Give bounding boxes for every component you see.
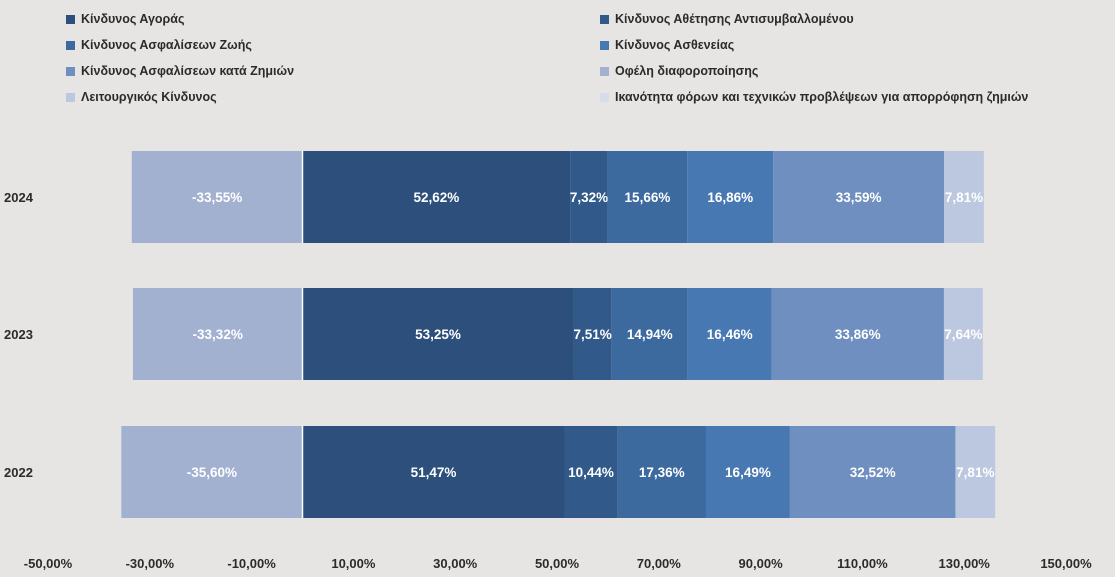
data-label: 7,51% xyxy=(574,327,612,342)
legend-label: Κίνδυνος Ασφαλίσεων Ζωής xyxy=(81,38,252,52)
legend-item: Ικανότητα φόρων και τεχνικών προβλέψεων … xyxy=(600,90,1028,104)
data-label: 7,32% xyxy=(570,190,608,205)
bar-segment xyxy=(573,288,612,380)
data-label: -35,60% xyxy=(187,465,237,480)
legend-swatch xyxy=(600,14,609,24)
bar-segment xyxy=(570,151,608,243)
legend-label: Κίνδυνος Αγοράς xyxy=(81,12,185,26)
data-label: 7,81% xyxy=(956,465,994,480)
x-tick-label: 130,00% xyxy=(939,556,991,571)
legend-item: Κίνδυνος Ασφαλίσεων κατά Ζημιών xyxy=(66,64,294,78)
x-tick-label: -50,00% xyxy=(24,556,73,571)
x-tick-label: 10,00% xyxy=(331,556,376,571)
legend-item: Οφέλη διαφοροποίησης xyxy=(600,64,758,78)
bar-segment xyxy=(564,426,618,518)
legend-swatch xyxy=(66,66,75,76)
data-label: 51,47% xyxy=(411,465,457,480)
legend-swatch xyxy=(600,66,609,76)
x-tick-label: 110,00% xyxy=(837,556,888,571)
x-tick-label: -10,00% xyxy=(227,556,276,571)
bar-segment xyxy=(302,426,565,518)
data-label: 52,62% xyxy=(414,190,460,205)
x-tick-label: 70,00% xyxy=(637,556,682,571)
bar-segment xyxy=(687,288,772,380)
bar-segment xyxy=(611,288,688,380)
data-label: 17,36% xyxy=(639,465,685,480)
legend-swatch xyxy=(600,92,609,102)
data-label: 33,59% xyxy=(836,190,882,205)
bar-segment xyxy=(773,151,945,243)
bar-segment xyxy=(771,288,944,380)
bar-segment xyxy=(131,151,303,243)
legend-label: Κίνδυνος Ασθενείας xyxy=(615,38,735,52)
data-label: -33,55% xyxy=(192,190,242,205)
data-label: 16,86% xyxy=(707,190,753,205)
x-tick-label: 90,00% xyxy=(739,556,784,571)
legend-label: Οφέλη διαφοροποίησης xyxy=(615,64,759,78)
legend-label: Λειτουργικός Κίνδυνος xyxy=(81,90,217,104)
x-tick-label: 50,00% xyxy=(535,556,580,571)
legend-swatch xyxy=(66,92,75,102)
bar-segment xyxy=(132,288,303,380)
category-label: 2023 xyxy=(4,327,33,342)
bar-segment xyxy=(302,151,571,243)
bar-segment xyxy=(687,151,774,243)
legend-label: Κίνδυνος Ασφαλίσεων κατά Ζημιών xyxy=(81,64,295,78)
legend-item: Κίνδυνος Αγοράς xyxy=(66,12,184,26)
data-label: 7,81% xyxy=(945,190,983,205)
data-label: 53,25% xyxy=(415,327,461,342)
bar-segment xyxy=(789,426,956,518)
legend-swatch xyxy=(66,40,75,50)
x-tick-label: 150,00% xyxy=(1040,556,1092,571)
data-label: 32,52% xyxy=(850,465,896,480)
legend-item: Κίνδυνος Αθέτησης Αντισυμβαλλομένου xyxy=(600,12,854,26)
bar-segment xyxy=(617,426,706,518)
x-tick-label: -30,00% xyxy=(126,556,175,571)
bar-segment xyxy=(705,426,790,518)
data-label: 16,46% xyxy=(707,327,753,342)
bar-segment xyxy=(943,288,983,380)
bar-segment xyxy=(121,426,303,518)
category-label: 2024 xyxy=(4,190,34,205)
data-label: 7,64% xyxy=(944,327,982,342)
legend-item: Λειτουργικός Κίνδυνος xyxy=(66,90,217,104)
bar-segment xyxy=(607,151,688,243)
data-label: 15,66% xyxy=(625,190,671,205)
data-label: 10,44% xyxy=(568,465,614,480)
bar-segment xyxy=(302,288,574,380)
bar-segment xyxy=(955,426,996,518)
category-label: 2022 xyxy=(4,465,33,480)
legend-item: Κίνδυνος Ασφαλίσεων Ζωής xyxy=(66,38,252,52)
legend-swatch xyxy=(600,40,609,50)
data-label: 16,49% xyxy=(725,465,771,480)
bar-segment xyxy=(944,151,984,243)
data-label: -33,32% xyxy=(193,327,243,342)
chart-legend: Κίνδυνος Αγοράς Κίνδυνος Αθέτησης Αντισυμ… xyxy=(0,0,1115,120)
x-tick-label: 30,00% xyxy=(433,556,478,571)
data-label: 33,86% xyxy=(835,327,881,342)
legend-label: Ικανότητα φόρων και τεχνικών προβλέψεων … xyxy=(615,90,1029,104)
legend-item: Κίνδυνος Ασθενείας xyxy=(600,38,734,52)
data-label: 14,94% xyxy=(627,327,673,342)
legend-swatch xyxy=(66,14,75,24)
legend-label: Κίνδυνος Αθέτησης Αντισυμβαλλομένου xyxy=(615,12,854,26)
